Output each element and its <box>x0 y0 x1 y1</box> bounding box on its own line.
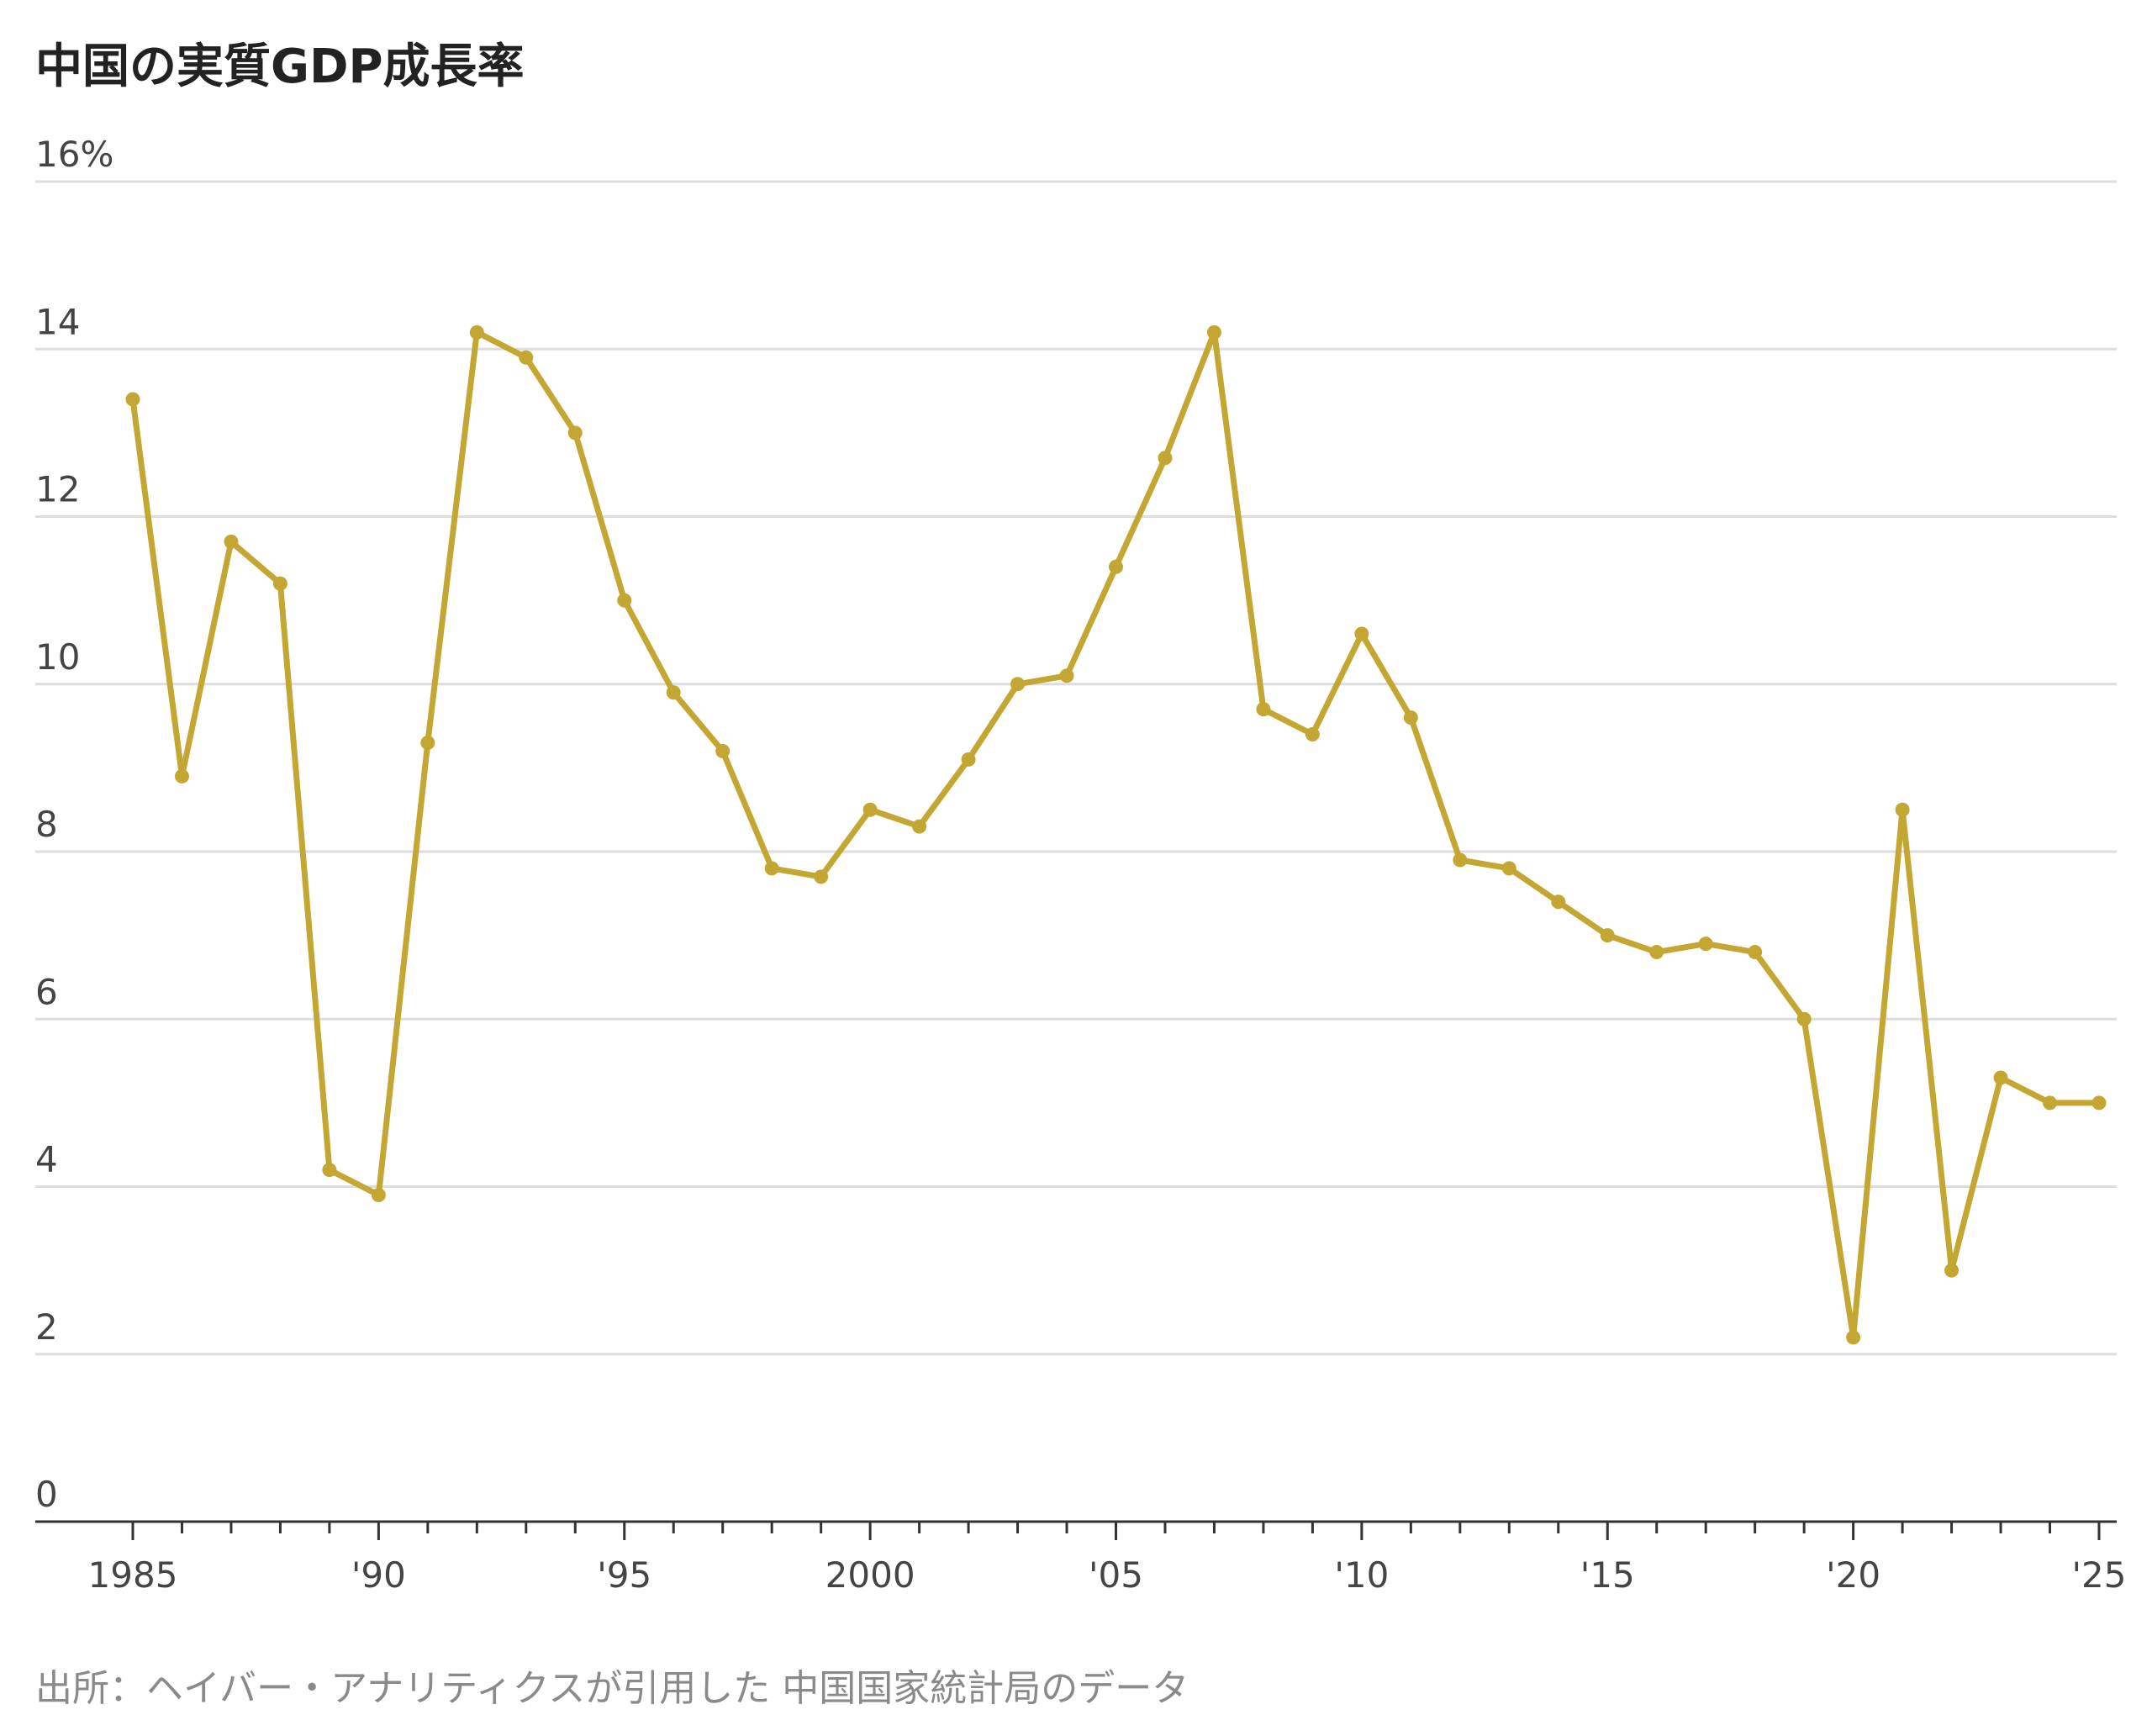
data-point <box>125 392 140 407</box>
y-tick-label: 14 <box>35 301 80 342</box>
data-point <box>174 768 189 784</box>
series <box>125 325 2107 1345</box>
data-point <box>1206 325 1221 340</box>
source-note: 出所：ヘイバー・アナリティクスが引用した 中国国家統計局のデータ <box>35 1667 1189 1710</box>
data-point <box>912 819 927 834</box>
x-tick-label: 1985 <box>88 1554 178 1596</box>
data-point <box>1354 626 1369 641</box>
data-point <box>322 1163 337 1178</box>
x-tick-label: '20 <box>1826 1554 1880 1596</box>
data-point <box>961 752 976 767</box>
data-point <box>1895 802 1910 817</box>
data-point <box>1403 710 1418 726</box>
x-tick-label: '25 <box>2072 1554 2127 1596</box>
x-tick-label: '05 <box>1089 1554 1143 1596</box>
data-point <box>1993 1070 2008 1085</box>
data-point <box>1059 668 1074 683</box>
data-point <box>862 802 878 817</box>
data-point <box>420 735 435 750</box>
data-point <box>519 350 534 365</box>
chart-title: 中国の実質GDP成長率 <box>35 40 525 94</box>
data-point <box>1944 1263 1959 1278</box>
data-point <box>617 593 632 608</box>
data-point <box>1010 677 1026 692</box>
data-point <box>469 325 484 340</box>
y-tick-label: 4 <box>35 1139 58 1180</box>
y-tick-label: 16% <box>35 134 113 175</box>
data-point <box>1256 702 1271 717</box>
x-axis: 1985 '90 '95 2000 '05 '10 '15 '20 '25 <box>35 1520 2127 1596</box>
data-point <box>1796 1011 1812 1026</box>
data-point <box>764 861 779 876</box>
x-tick-label: '10 <box>1334 1554 1389 1596</box>
data-point <box>1453 852 1468 868</box>
y-tick-label: 10 <box>35 636 80 678</box>
data-point <box>224 534 239 549</box>
data-point <box>715 743 731 758</box>
y-tick-label: 8 <box>35 804 58 845</box>
x-tick-label: 2000 <box>825 1554 915 1596</box>
data-point <box>1109 559 1123 574</box>
y-tick-label: 12 <box>35 469 80 510</box>
y-axis-ticks: 0 2 4 6 8 10 12 14 16% <box>35 134 113 1515</box>
data-point <box>2091 1095 2107 1111</box>
data-point <box>2043 1095 2058 1111</box>
data-point <box>1551 894 1566 910</box>
data-point <box>814 869 829 884</box>
data-point <box>371 1187 386 1202</box>
x-tick-label: '15 <box>1580 1554 1635 1596</box>
data-point <box>1846 1330 1861 1345</box>
y-tick-label: 0 <box>35 1474 58 1515</box>
x-tick-label: '90 <box>351 1554 406 1596</box>
x-tick-label: '95 <box>597 1554 651 1596</box>
y-tick-label: 2 <box>35 1306 58 1348</box>
data-point <box>1649 945 1664 960</box>
data-point <box>1501 861 1516 876</box>
data-point <box>1698 937 1713 952</box>
data-point <box>1748 945 1763 960</box>
y-tick-label: 6 <box>35 971 58 1012</box>
data-point <box>1600 928 1615 943</box>
data-point <box>1305 727 1320 742</box>
data-point <box>567 425 583 441</box>
data-point <box>666 685 681 700</box>
line-chart: 0 2 4 6 8 10 12 14 16% 1985 '90 '95 2000 '05 '10 '15 '2… <box>35 134 2127 1596</box>
data-point <box>1158 451 1173 466</box>
data-point <box>272 576 287 591</box>
